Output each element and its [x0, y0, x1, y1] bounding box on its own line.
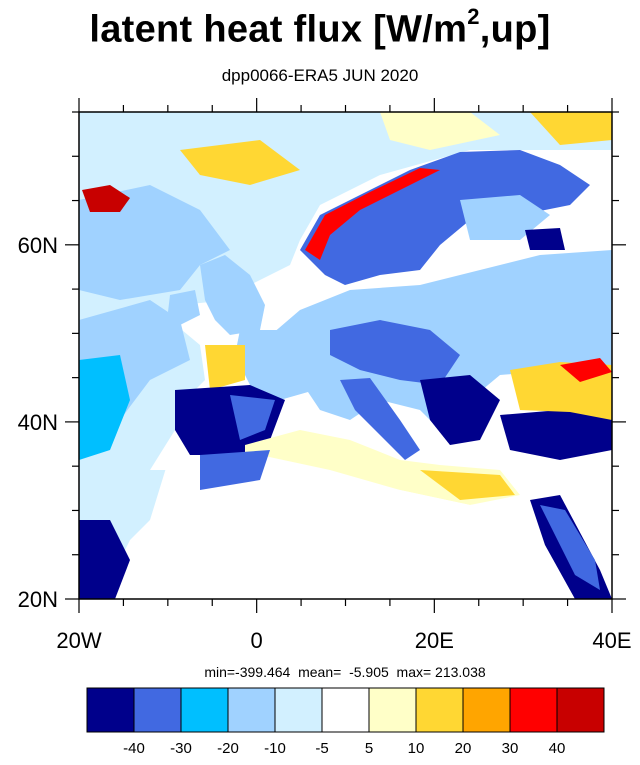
- iceland-red: [82, 185, 130, 212]
- west-african-coast: [79, 520, 130, 599]
- iberia-east: [230, 395, 275, 440]
- arctic-yellow-b: [380, 112, 500, 150]
- colorbar-label: -10: [264, 740, 286, 757]
- plot-title: latent heat flux [W/m2,up]: [89, 4, 551, 51]
- arctic-yellow-a: [180, 140, 300, 185]
- axis-ticks: [65, 98, 626, 613]
- red-sea: [540, 505, 600, 590]
- colorbar-swatch: [462, 687, 511, 733]
- colorbar-label: -30: [170, 740, 192, 757]
- mediterranean-east: [420, 470, 515, 500]
- lon-tick-label: 0: [251, 628, 263, 653]
- north-atlantic-field: [79, 112, 612, 470]
- colorbar-label: -20: [217, 740, 239, 757]
- colorbar-label: 40: [548, 740, 566, 757]
- field-statistics: min=-399.464 mean= -5.905 max= 213.038: [204, 664, 486, 680]
- colorbar-label: 5: [364, 740, 374, 757]
- atlantic-patch-a: [79, 185, 230, 300]
- central-europe-dark: [330, 320, 460, 385]
- north-africa: [120, 455, 612, 599]
- map-field: [79, 112, 612, 599]
- balkans-dark: [420, 375, 500, 445]
- colorbar-swatch: [86, 687, 135, 733]
- british-isles: [200, 255, 265, 335]
- colorbar-swatch: [509, 687, 558, 733]
- lon-tick-label: 20W: [56, 628, 101, 653]
- colorbar-swatch: [415, 687, 464, 733]
- lon-tick-label: 40E: [592, 628, 631, 653]
- north-african-coast-patch: [200, 450, 270, 490]
- turkey-dark: [500, 410, 612, 460]
- ireland: [168, 290, 200, 325]
- colorbar-label: 30: [501, 740, 519, 757]
- colorbar: [86, 687, 605, 733]
- colorbar-swatch: [133, 687, 182, 733]
- bay-biscay-yellow: [205, 345, 245, 390]
- scandinavia: [300, 150, 590, 285]
- colorbar-label: 10: [407, 740, 425, 757]
- colorbar-swatch: [368, 687, 417, 733]
- colorbar-label: -5: [315, 740, 329, 757]
- norway-coast-red: [305, 168, 440, 260]
- lat-tick-label: 60N: [18, 233, 58, 258]
- lon-tick-label: 20E: [415, 628, 454, 653]
- colorbar-swatch: [274, 687, 323, 733]
- arctic-yellow-c: [530, 112, 612, 145]
- lat-tick-label: 40N: [18, 410, 58, 435]
- caspian-red: [560, 358, 612, 382]
- italy: [340, 378, 420, 460]
- finland-patch: [460, 195, 550, 240]
- atlantic-patch-c: [79, 355, 130, 460]
- axis-tick-labels: 60N 40N 20N 20W 0 20E 40E: [18, 233, 632, 653]
- colorbar-swatch: [556, 687, 605, 733]
- colorbar-swatch: [227, 687, 276, 733]
- colorbar-label: -40: [123, 740, 145, 757]
- colorbar-swatch: [321, 687, 370, 733]
- baltic-patch: [525, 228, 565, 250]
- colorbar-swatch: [180, 687, 229, 733]
- colorbar-label: 20: [454, 740, 472, 757]
- lat-tick-label: 20N: [18, 587, 58, 612]
- france: [235, 330, 320, 400]
- plot-subtitle: dpp0066-ERA5 JUN 2020: [221, 66, 419, 85]
